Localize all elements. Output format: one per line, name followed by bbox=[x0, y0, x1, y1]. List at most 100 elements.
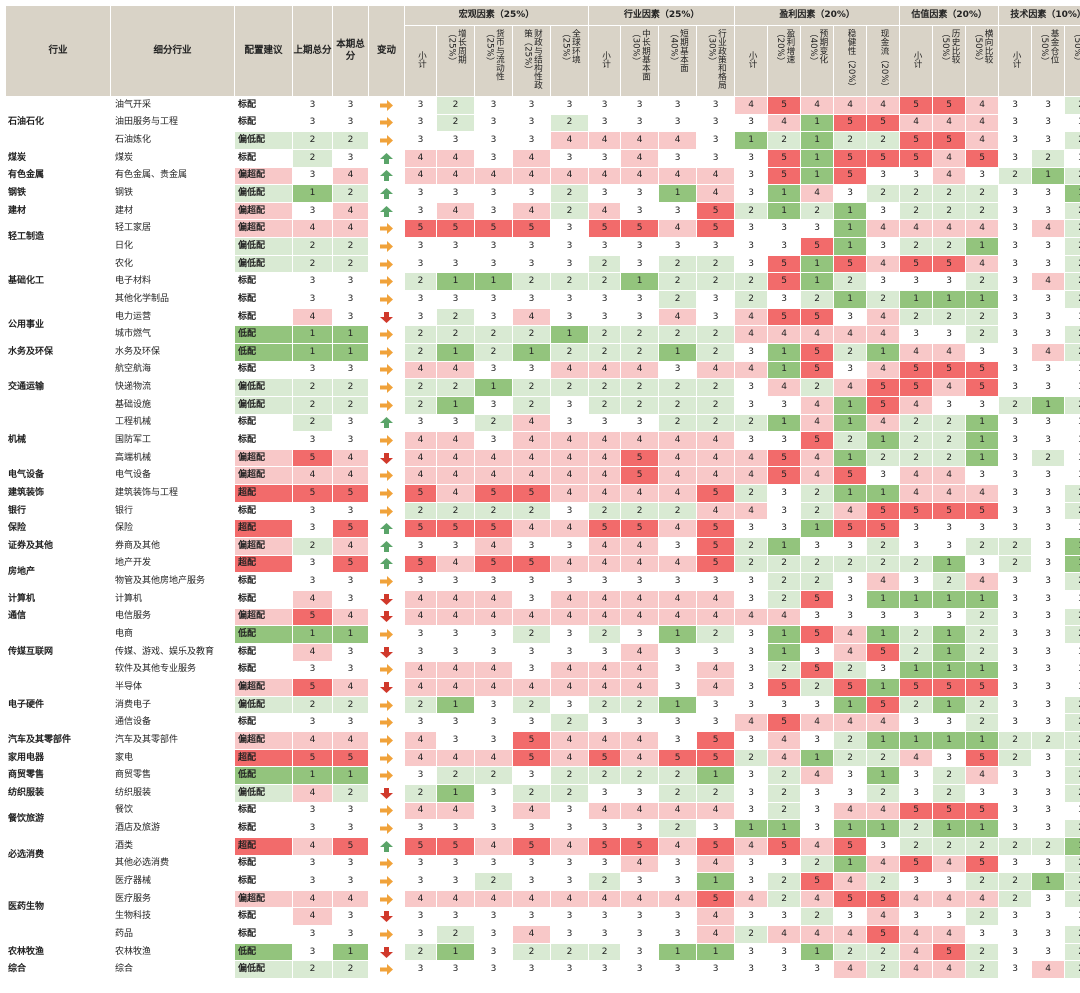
score-cell: 4 bbox=[549, 431, 590, 450]
change-cell bbox=[368, 554, 405, 574]
score-cell: 2 bbox=[932, 184, 967, 203]
score-cell: 4 bbox=[658, 836, 698, 856]
curr-score-cell: 1 bbox=[332, 342, 369, 362]
score-cell: 4 bbox=[932, 378, 967, 397]
score-cell: 1 bbox=[932, 660, 967, 680]
score-cell: 3 bbox=[998, 642, 1033, 662]
score-cell: 2 bbox=[512, 695, 551, 715]
arrow-right-icon bbox=[380, 470, 393, 482]
score-cell: 3 bbox=[549, 642, 590, 662]
sub-industry-name: 快递物流 bbox=[110, 378, 235, 397]
score-cell: 2 bbox=[1064, 748, 1080, 768]
score-cell: 2 bbox=[866, 448, 901, 468]
table-row: 消费电子偏低配2221323221333315212332 bbox=[6, 695, 1080, 715]
score-cell: 2 bbox=[866, 537, 901, 556]
score-cell: 4 bbox=[1031, 219, 1066, 239]
score-cell: 3 bbox=[512, 872, 551, 891]
score-cell: 3 bbox=[474, 819, 513, 838]
score-cell: 5 bbox=[866, 519, 901, 539]
score-cell: 5 bbox=[588, 748, 622, 768]
score-cell: 4 bbox=[549, 889, 590, 909]
score-cell: 4 bbox=[899, 748, 934, 768]
score-cell: 4 bbox=[1031, 272, 1066, 292]
header-group-technical: 技术因素（10%） bbox=[998, 5, 1080, 26]
score-cell: 2 bbox=[800, 554, 835, 574]
score-cell: 1 bbox=[1064, 537, 1080, 556]
score-cell: 2 bbox=[588, 272, 622, 292]
score-cell: 4 bbox=[696, 431, 736, 450]
industry-name: 房地产 bbox=[5, 554, 111, 591]
score-cell: 4 bbox=[833, 872, 868, 891]
score-cell: 4 bbox=[549, 466, 590, 486]
score-cell: 4 bbox=[767, 325, 802, 344]
arrow-right-icon bbox=[380, 964, 393, 976]
score-cell: 3 bbox=[767, 942, 802, 962]
recommendation-cell: 偏超配 bbox=[234, 201, 293, 221]
curr-score-cell: 3 bbox=[332, 713, 369, 733]
score-cell: 2 bbox=[998, 395, 1033, 415]
score-cell: 4 bbox=[658, 519, 698, 539]
score-cell: 4 bbox=[965, 219, 1000, 239]
score-cell: 2 bbox=[620, 695, 660, 715]
score-cell: 1 bbox=[800, 166, 835, 186]
score-cell: 4 bbox=[696, 501, 736, 521]
score-cell: 3 bbox=[734, 678, 769, 697]
sub-industry-name: 有色金属、贵金属 bbox=[110, 166, 235, 186]
score-cell: 4 bbox=[588, 554, 622, 574]
score-cell: 3 bbox=[998, 501, 1033, 521]
score-cell: 2 bbox=[734, 413, 769, 433]
score-cell: 4 bbox=[549, 448, 590, 468]
recommendation-cell: 标配 bbox=[234, 96, 293, 115]
score-cell: 3 bbox=[734, 589, 769, 609]
score-cell: 3 bbox=[998, 484, 1033, 503]
score-cell: 3 bbox=[800, 537, 835, 556]
prev-score-cell: 3 bbox=[292, 942, 333, 962]
factor-header: 盈利增速（20%） bbox=[767, 25, 802, 97]
score-cell: 5 bbox=[620, 219, 660, 239]
score-cell: 2 bbox=[620, 395, 660, 415]
score-cell: 3 bbox=[833, 537, 868, 556]
score-cell: 3 bbox=[436, 254, 475, 274]
score-cell: 2 bbox=[932, 237, 967, 256]
score-cell: 4 bbox=[866, 307, 901, 327]
curr-score-cell: 2 bbox=[332, 254, 369, 274]
score-cell: 3 bbox=[965, 925, 1000, 944]
score-cell: 2 bbox=[1064, 731, 1080, 750]
score-cell: 3 bbox=[1031, 748, 1066, 768]
arrow-right-icon bbox=[380, 135, 393, 147]
score-cell: 2 bbox=[696, 254, 736, 274]
score-cell: 2 bbox=[800, 378, 835, 397]
score-cell: 2 bbox=[899, 625, 934, 644]
score-cell: 2 bbox=[1064, 889, 1080, 909]
score-cell: 5 bbox=[404, 219, 437, 239]
score-cell: 1 bbox=[899, 589, 934, 609]
score-cell: 3 bbox=[549, 307, 590, 327]
score-cell: 2 bbox=[767, 889, 802, 909]
change-cell bbox=[368, 960, 405, 980]
score-cell: 4 bbox=[512, 519, 551, 539]
score-cell: 3 bbox=[833, 572, 868, 591]
score-cell: 1 bbox=[866, 589, 901, 609]
score-cell: 4 bbox=[620, 131, 660, 150]
score-cell: 5 bbox=[588, 836, 622, 856]
sub-industry-name: 综合 bbox=[110, 960, 235, 980]
recommendation-cell: 偏低配 bbox=[234, 783, 293, 803]
change-cell bbox=[368, 201, 405, 221]
table-row: 交通运输航空航海标配3344334443441534555333 bbox=[5, 360, 1080, 415]
score-cell: 3 bbox=[474, 907, 513, 927]
score-cell: 3 bbox=[800, 219, 835, 239]
score-cell: 2 bbox=[658, 254, 698, 274]
score-cell: 3 bbox=[998, 783, 1033, 803]
score-cell: 3 bbox=[998, 660, 1033, 680]
score-cell: 2 bbox=[965, 713, 1000, 733]
score-cell: 1 bbox=[965, 731, 1000, 750]
sub-industry-name: 保险 bbox=[110, 519, 235, 539]
score-cell: 3 bbox=[474, 237, 513, 256]
score-cell: 2 bbox=[833, 748, 868, 768]
score-cell: 2 bbox=[658, 819, 698, 838]
score-cell: 4 bbox=[620, 854, 660, 874]
score-cell: 2 bbox=[588, 942, 622, 962]
header-group-macro: 宏观因素（25%） bbox=[403, 5, 590, 26]
industry-name: 煤炭 bbox=[5, 148, 111, 168]
score-cell: 1 bbox=[866, 766, 901, 785]
